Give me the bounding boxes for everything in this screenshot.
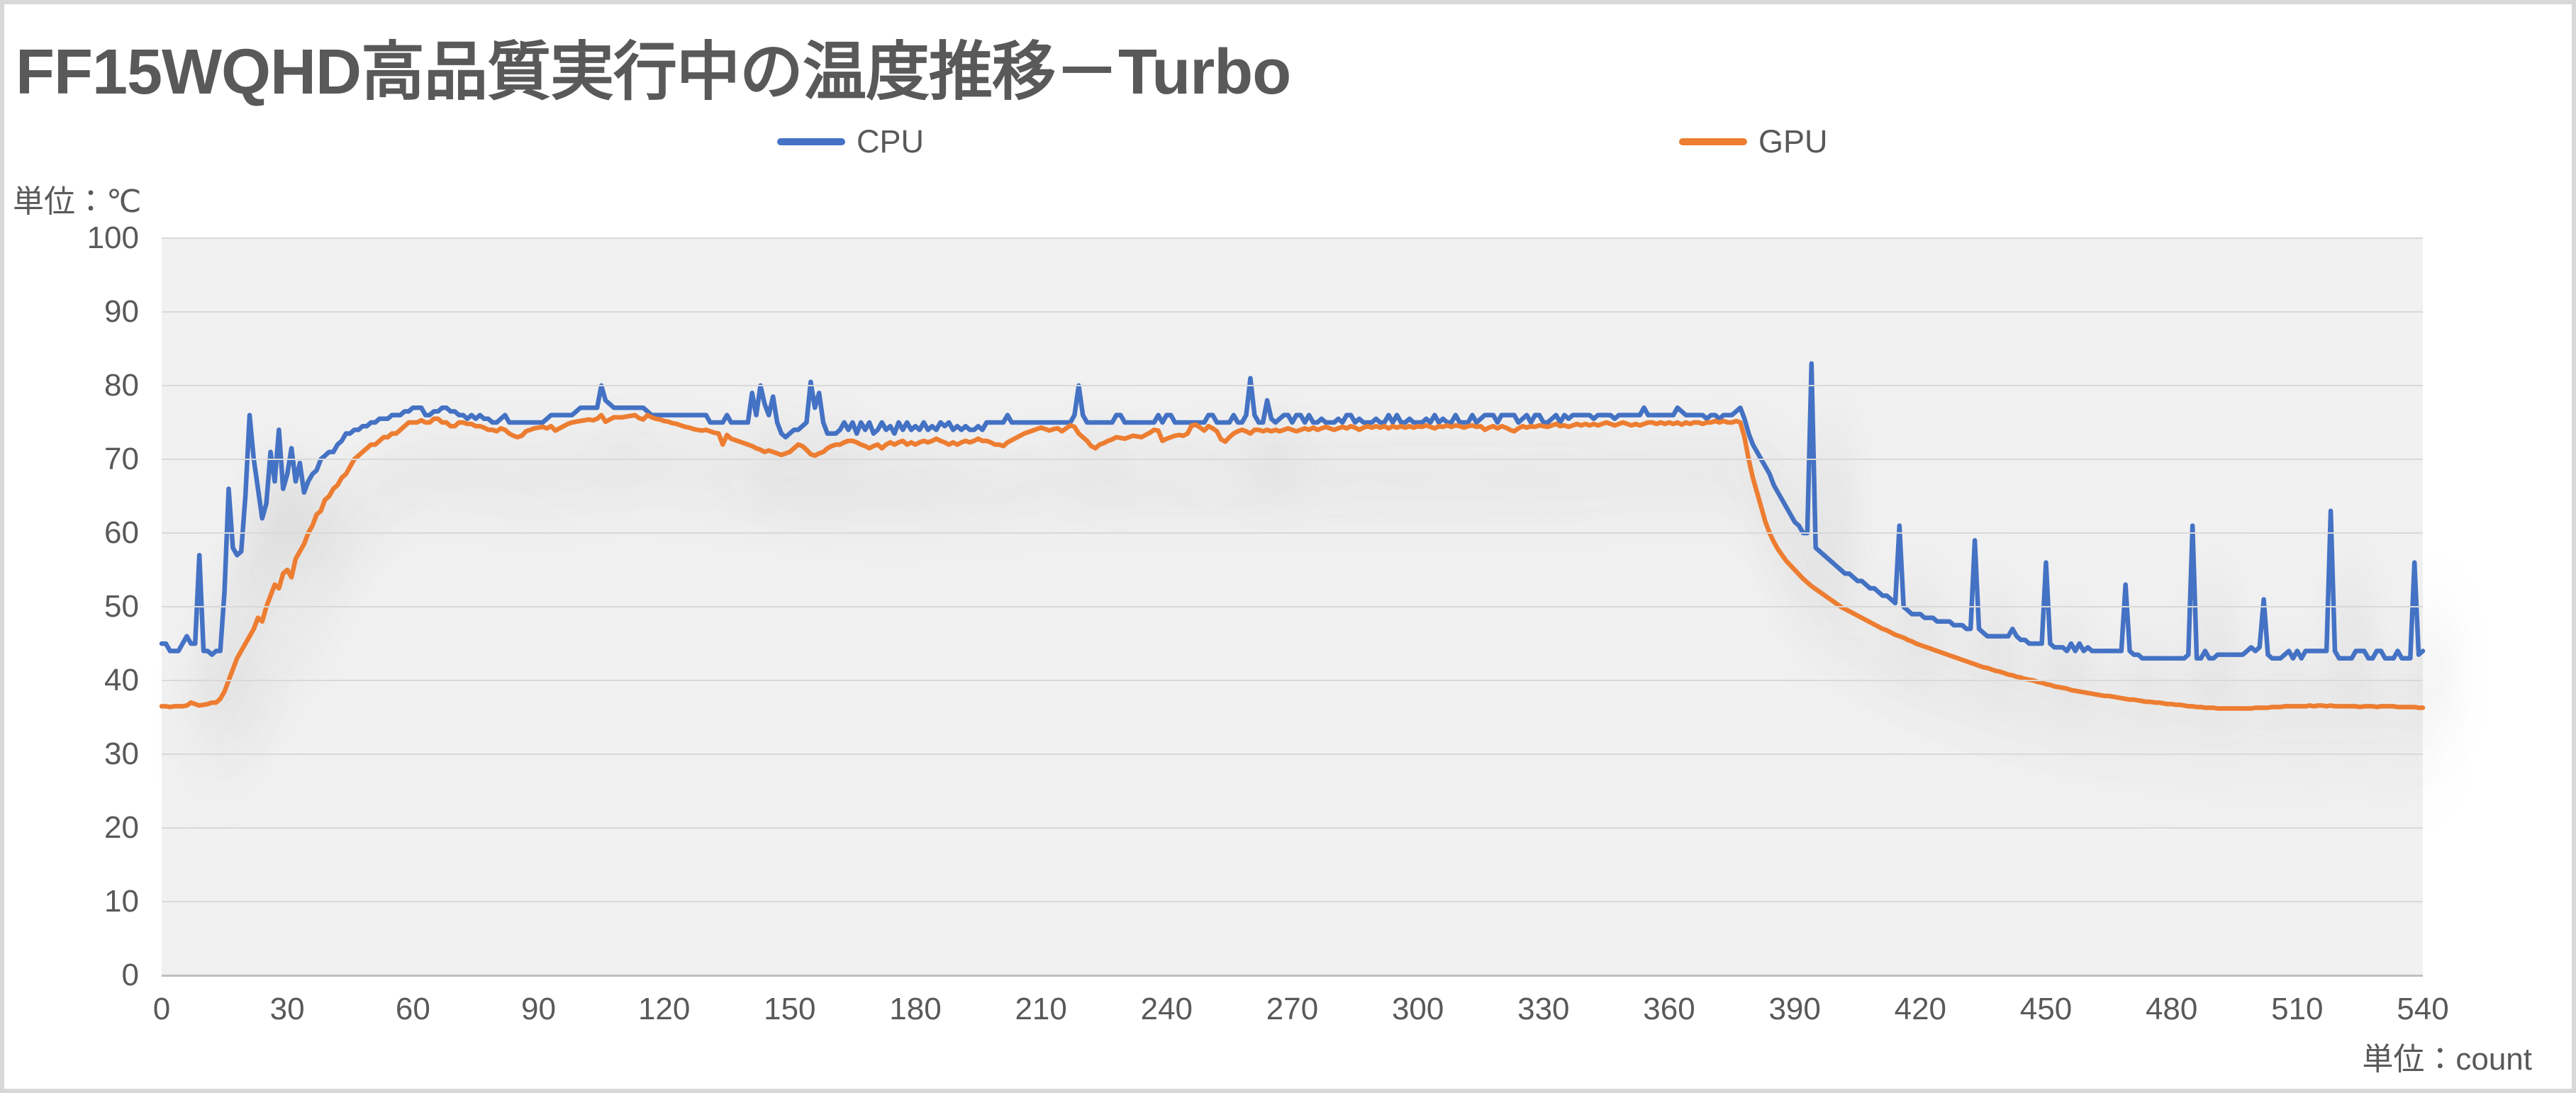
- gridline-0: [162, 975, 2423, 977]
- x-tick-label-300: 300: [1391, 992, 1444, 1026]
- x-tick-label-180: 180: [889, 992, 942, 1026]
- gridline-40: [162, 680, 2423, 681]
- y-tick-label-70: 70: [104, 442, 139, 476]
- gridline-70: [162, 459, 2423, 460]
- y-tick-label-100: 100: [87, 220, 139, 255]
- x-tick-label-330: 330: [1517, 992, 1570, 1026]
- y-tick-label-20: 20: [104, 810, 139, 845]
- gridline-10: [162, 901, 2423, 902]
- y-axis-unit-label: 単位：℃: [13, 184, 142, 219]
- x-tick-label-30: 30: [269, 992, 305, 1026]
- x-tick-label-390: 390: [1768, 992, 1821, 1026]
- x-tick-label-480: 480: [2145, 992, 2198, 1026]
- x-tick-label-210: 210: [1015, 992, 1067, 1026]
- y-tick-label-90: 90: [104, 294, 139, 329]
- legend-item-gpu: GPU: [1679, 122, 1828, 162]
- x-tick-label-150: 150: [764, 992, 816, 1026]
- cpu-series-line: [162, 364, 2423, 658]
- gridline-30: [162, 753, 2423, 755]
- y-tick-label-60: 60: [104, 515, 139, 550]
- temperature-line-chart: [162, 238, 2423, 975]
- x-tick-label-240: 240: [1140, 992, 1193, 1026]
- gridline-100: [162, 237, 2423, 239]
- x-tick-label-360: 360: [1643, 992, 1695, 1026]
- x-axis-unit-label: 単位：count: [2362, 1042, 2532, 1077]
- y-tick-label-0: 0: [121, 958, 139, 992]
- x-tick-label-270: 270: [1266, 992, 1319, 1026]
- gpu-series-line: [162, 415, 2423, 709]
- gridline-50: [162, 606, 2423, 607]
- gridline-90: [162, 311, 2423, 313]
- x-tick-label-450: 450: [2019, 992, 2073, 1026]
- x-tick-label-540: 540: [2397, 992, 2449, 1026]
- y-tick-label-80: 80: [104, 368, 139, 403]
- cpu-line-swatch-icon: [777, 138, 845, 145]
- x-tick-label-120: 120: [637, 992, 691, 1026]
- x-tick-label-90: 90: [521, 992, 556, 1026]
- y-tick-label-10: 10: [104, 884, 139, 919]
- plot-area: [162, 237, 2423, 977]
- legend-label-gpu: GPU: [1758, 123, 1828, 159]
- gridline-60: [162, 532, 2423, 534]
- gridline-20: [162, 827, 2423, 829]
- x-tick-label-510: 510: [2271, 992, 2324, 1026]
- x-tick-label-0: 0: [152, 992, 171, 1026]
- legend: CPU GPU: [4, 122, 2572, 162]
- legend-label-cpu: CPU: [857, 123, 925, 159]
- legend-item-cpu: CPU: [777, 122, 924, 162]
- x-tick-label-60: 60: [395, 992, 430, 1026]
- gpu-line-swatch-icon: [1679, 138, 1747, 145]
- x-tick-label-420: 420: [1894, 992, 1947, 1026]
- y-tick-label-50: 50: [104, 589, 139, 624]
- y-tick-label-40: 40: [104, 663, 139, 697]
- chart-title: FF15WQHD高品質実行中の温度推移－Turbo: [16, 37, 1291, 108]
- y-tick-label-30: 30: [104, 736, 139, 771]
- gridline-80: [162, 385, 2423, 386]
